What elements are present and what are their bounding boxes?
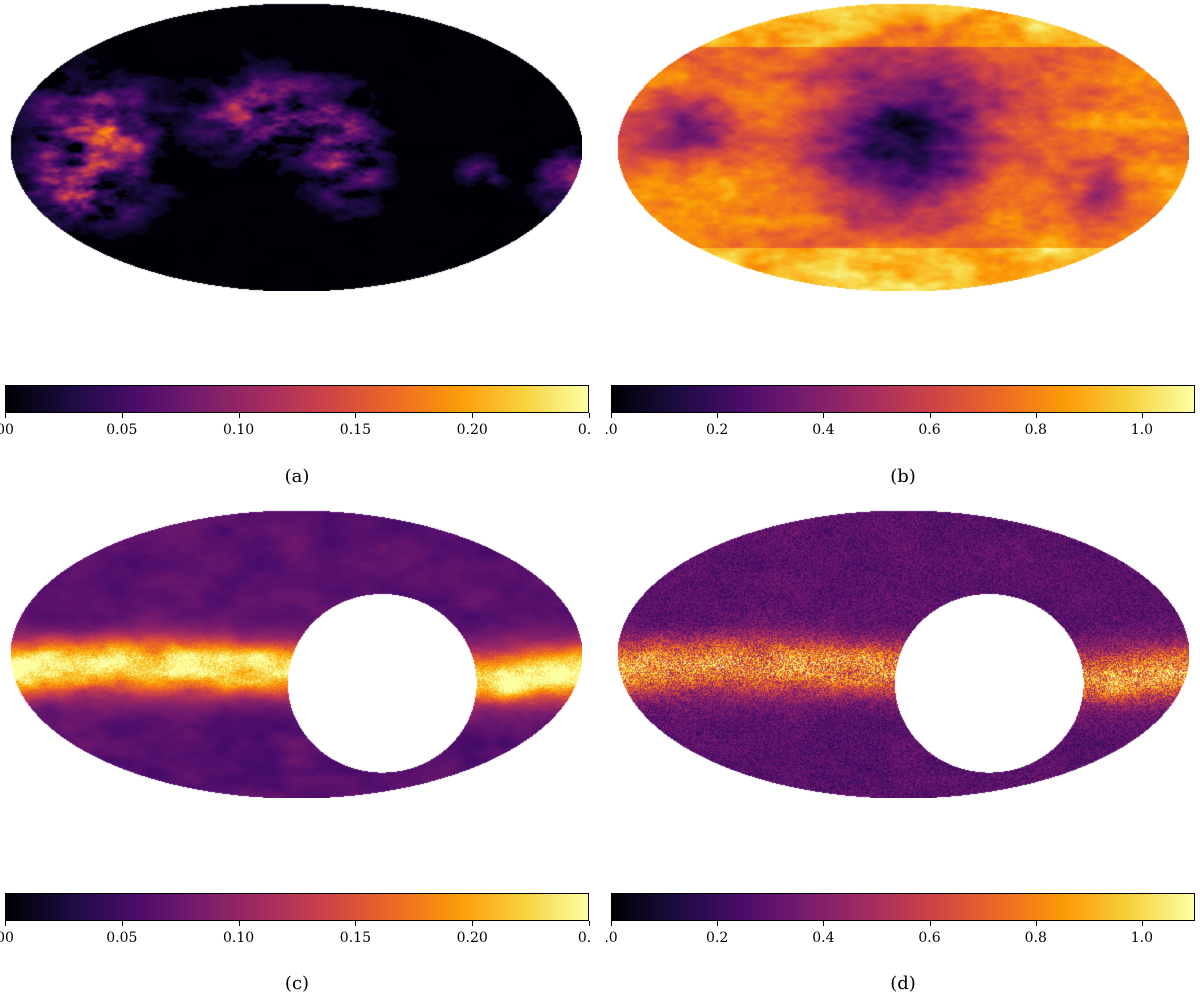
colorbar-tick <box>238 413 240 418</box>
colorbar-tick <box>611 413 612 418</box>
colorbar-tick <box>929 413 931 418</box>
colorbar-tick-label: 0.2 <box>706 930 729 946</box>
colorbar-tick <box>238 921 240 926</box>
colorbar-tick-label: 0.2 <box>706 422 729 438</box>
mollweide-map-a <box>10 3 582 291</box>
colorbar-tick-label: 00 <box>0 930 14 946</box>
colorbar-tick <box>589 921 590 926</box>
colorbar-axis-b: .0 0.2 0.4 0.6 0.8 1.0 <box>606 413 1200 443</box>
colorbar-tick-label: 0.05 <box>106 930 138 946</box>
colorbar-d <box>611 893 1195 921</box>
colorbar-tick-label: 0.20 <box>456 422 488 438</box>
colorbar-tick <box>717 921 719 926</box>
colorbar-tick <box>611 921 612 926</box>
colorbar-tick <box>717 413 719 418</box>
colorbar-tick-label: 0.20 <box>456 930 488 946</box>
colorbar-tick-label: 0.8 <box>1024 930 1047 946</box>
colorbar-tick <box>121 921 123 926</box>
colorbar-tick-label: 0.2 <box>577 422 590 438</box>
colorbar-tick-label: 0.05 <box>106 422 138 438</box>
colorbar-tick <box>121 413 123 418</box>
colorbar-tick-label: 0.15 <box>339 422 371 438</box>
colorbar-tick <box>472 413 474 418</box>
caption-b: (b) <box>890 466 916 487</box>
colorbar-a <box>5 385 589 413</box>
colorbar-tick <box>1141 413 1143 418</box>
colorbar-tick-label: 0.4 <box>812 422 835 438</box>
colorbar-b <box>611 385 1195 413</box>
colorbar-tick-label: 1.0 <box>1130 422 1154 438</box>
colorbar-c <box>5 893 589 921</box>
colorbar-tick <box>1141 921 1143 926</box>
colorbar-tick <box>1035 921 1037 926</box>
colorbar-tick <box>823 921 825 926</box>
colorbar-tick <box>5 921 6 926</box>
colorbar-tick-label: 0.4 <box>812 930 835 946</box>
colorbar-tick-label: 0.6 <box>918 930 941 946</box>
colorbar-tick <box>929 921 931 926</box>
colorbar-tick-label: 0.10 <box>223 930 255 946</box>
colorbar-tick <box>589 413 590 418</box>
caption-c: (c) <box>284 973 310 994</box>
colorbar-tick <box>472 921 474 926</box>
mollweide-map-c <box>10 510 582 798</box>
colorbar-tick-label: 0.15 <box>339 930 371 946</box>
colorbar-axis-c: 00 0.05 0.10 0.15 0.20 0.2 <box>0 921 590 951</box>
colorbar-tick-label: .0 <box>606 422 618 438</box>
colorbar-tick-label: 00 <box>0 422 14 438</box>
colorbar-axis-d: .0 0.2 0.4 0.6 0.8 1.0 <box>606 921 1200 951</box>
caption-a: (a) <box>284 466 310 487</box>
colorbar-tick-label: 1.0 <box>1130 930 1154 946</box>
colorbar-tick-label: 0.8 <box>1024 422 1047 438</box>
mollweide-map-d <box>617 510 1189 798</box>
colorbar-tick <box>823 413 825 418</box>
colorbar-axis-a: 00 0.05 0.10 0.15 0.20 0.2 <box>0 413 590 443</box>
colorbar-tick-label: 0.2 <box>577 930 590 946</box>
mollweide-map-b <box>617 3 1189 291</box>
colorbar-tick-label: .0 <box>606 930 618 946</box>
colorbar-tick-label: 0.6 <box>918 422 941 438</box>
colorbar-tick <box>1035 413 1037 418</box>
colorbar-tick <box>355 921 357 926</box>
colorbar-tick <box>355 413 357 418</box>
caption-d: (d) <box>890 973 916 994</box>
colorbar-tick-label: 0.10 <box>223 422 255 438</box>
colorbar-tick <box>5 413 6 418</box>
